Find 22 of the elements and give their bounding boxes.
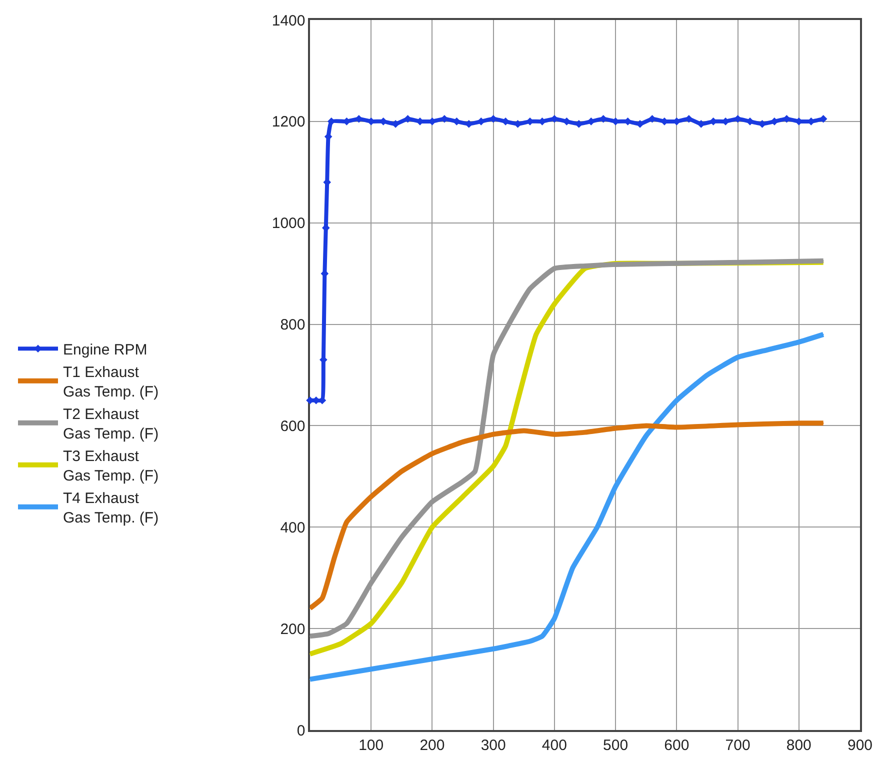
x-tick-label: 800 — [786, 736, 812, 754]
y-tick-label: 1200 — [272, 114, 306, 131]
y-tick-label: 0 — [296, 722, 306, 740]
y-tick-label: 200 — [280, 620, 306, 638]
y-tick-label: 1000 — [272, 215, 306, 232]
x-tick-label: 100 — [358, 736, 384, 754]
y-tick-label: 600 — [280, 418, 306, 435]
y-tick-label: 1400 — [272, 12, 306, 30]
x-tick-label: 700 — [725, 736, 750, 754]
y-tick-label: 800 — [280, 316, 306, 334]
legend-label: T1 Exhaust Gas Temp. (F) — [63, 364, 159, 400]
legend-label: T4 Exhaust Gas Temp. (F) — [63, 490, 159, 526]
legend-label: Engine RPM — [63, 342, 148, 358]
x-tick-label: 300 — [480, 736, 506, 754]
x-tick-label: 500 — [603, 736, 628, 754]
legend-label: T3 Exhaust Gas Temp. (F) — [63, 448, 159, 484]
x-tick-label: 400 — [542, 736, 567, 754]
legend-label: T2 Exhaust Gas Temp. (F) — [63, 406, 159, 442]
x-tick-label: 200 — [420, 736, 445, 754]
y-tick-label: 400 — [280, 519, 306, 536]
x-tick-label: 900 — [847, 736, 873, 754]
x-tick-label: 600 — [664, 736, 690, 754]
